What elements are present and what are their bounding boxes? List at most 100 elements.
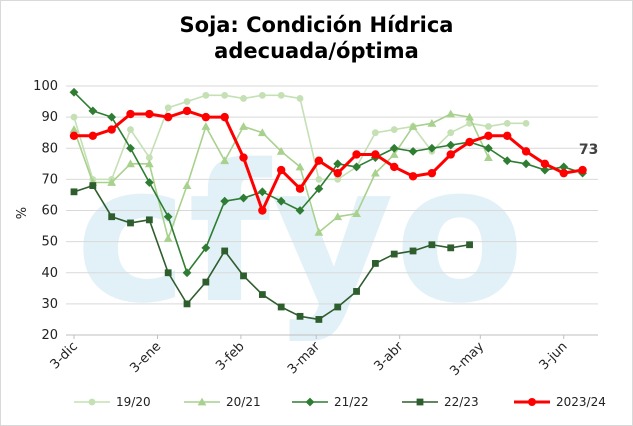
legend-marker [416,398,424,406]
data-point [314,227,324,236]
data-point [559,162,569,172]
data-point [220,196,230,206]
legend-marker [305,397,315,407]
data-point [333,168,342,178]
data-point [540,165,550,175]
data-point [315,316,323,323]
data-point [276,146,286,155]
data-point [334,303,342,311]
data-point [484,153,493,161]
data-point [163,112,173,122]
data-point [484,131,493,140]
data-point [70,113,78,121]
y-tick-label: 100 [33,79,58,94]
y-axis-label: % [15,207,30,219]
data-point [258,206,267,215]
data-point [182,268,192,278]
data-point [408,146,418,156]
data-point [220,112,229,122]
data-point [108,213,116,221]
data-point [427,143,437,153]
data-point [352,162,361,172]
data-point [221,247,229,255]
data-point [295,162,305,171]
data-point [540,159,550,169]
legend-marker [528,398,536,406]
legend-marker [88,398,96,406]
end-value-label: 73 [579,142,598,158]
data-point [466,241,473,249]
data-point [446,109,456,118]
watermark-text: cfyo [75,124,525,345]
legend-label: 19/20 [116,395,151,409]
data-point [485,123,492,130]
data-point [447,244,455,252]
y-tick-label: 30 [41,297,58,312]
data-point [502,156,512,166]
data-point [370,168,380,177]
data-point [334,175,342,183]
data-point [89,182,97,189]
legend-marker [197,397,207,406]
data-point [521,159,531,169]
data-point [163,234,173,242]
data-point [127,126,134,133]
data-point [314,156,324,165]
data-point [164,269,172,277]
data-point [353,288,360,295]
legend-item: 22/23 [402,395,479,409]
data-point [144,178,154,187]
data-point [390,126,398,133]
data-point [409,247,417,255]
y-tick-label: 70 [41,172,58,187]
legend-label: 21/22 [334,395,369,409]
data-point [126,159,135,168]
data-point [126,109,135,119]
data-point [428,241,436,249]
data-point [201,112,211,122]
series-line [73,91,583,274]
data-point [145,109,154,119]
data-point [333,159,343,169]
data-point [427,168,437,178]
data-point [182,106,192,116]
data-point [221,91,229,99]
y-tick-label: 90 [41,110,58,125]
data-point [164,104,172,112]
data-point [371,150,380,159]
legend-label: 20/21 [226,395,261,409]
data-point [145,154,153,161]
data-point [390,250,398,258]
series-2023-24 [69,106,587,215]
data-point [295,206,305,215]
data-point [220,156,230,165]
data-point [239,122,248,130]
data-point [107,178,117,186]
data-point [257,128,267,137]
data-point [126,143,135,153]
data-point [257,187,267,197]
data-point [371,129,379,137]
data-point [69,125,79,133]
data-point [127,219,134,227]
legend-item: 2023/24 [514,395,606,409]
data-point [69,87,79,97]
data-point [107,125,116,134]
data-point [163,212,173,222]
data-point [107,112,117,122]
data-point [201,243,211,253]
data-point [296,312,304,320]
data-point [201,122,211,130]
legend-item: 19/20 [74,395,151,409]
data-point [408,172,418,181]
data-point [239,153,248,162]
data-point [389,150,399,158]
data-point [183,300,191,308]
data-point [240,272,247,280]
data-point [315,175,323,183]
data-point [389,143,399,153]
series-22-23 [70,182,473,323]
data-point [446,140,456,150]
